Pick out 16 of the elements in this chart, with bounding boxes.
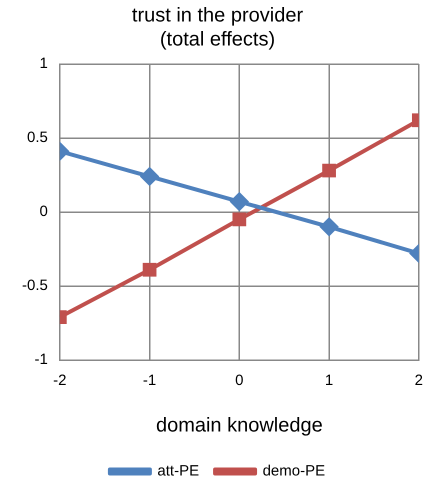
x-tick-label: 0 <box>235 372 244 390</box>
legend-label: att-PE <box>157 462 200 480</box>
y-tick-label: 0.5 <box>26 129 48 146</box>
y-tick-label: 0 <box>40 203 48 220</box>
y-tick-label: 1 <box>40 55 48 72</box>
y-tick-label: -1 <box>34 351 48 368</box>
x-axis-title: domain knowledge <box>156 414 323 437</box>
point <box>230 192 249 212</box>
x-tick-label: 1 <box>324 372 334 390</box>
y-tick-label: -0.5 <box>22 277 48 294</box>
x-tick-label: -1 <box>142 372 156 390</box>
chart-title: trust in the provider (total effects) <box>132 4 304 51</box>
x-tick-label: 2 <box>414 372 423 390</box>
legend-label: demo-PE <box>262 462 326 480</box>
point <box>232 212 246 226</box>
x-tick-label: -2 <box>53 372 67 390</box>
